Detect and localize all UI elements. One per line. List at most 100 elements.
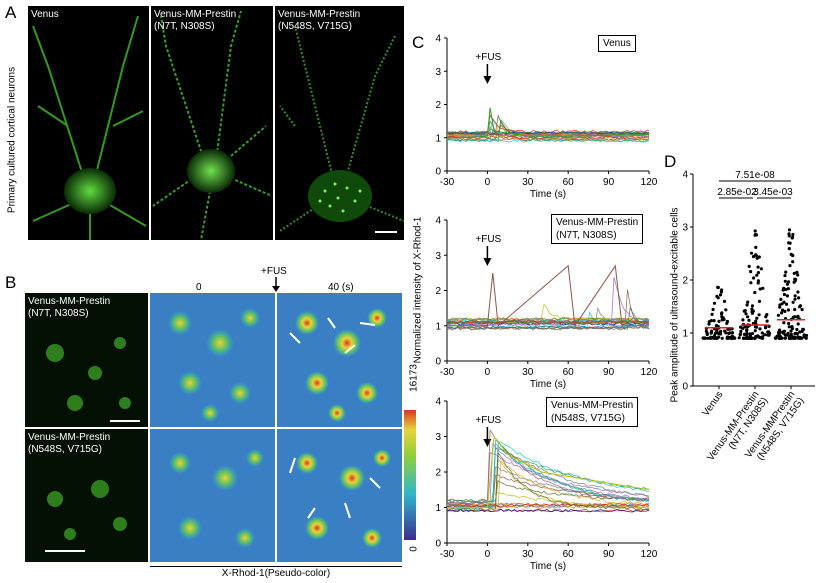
x-tick-label: -30 <box>440 177 455 188</box>
panelB-green-image-1: Venus-MM-Prestin (N7T, N308S) <box>25 293 148 427</box>
series-line <box>447 264 649 328</box>
y-tick-label: 0 <box>683 382 688 393</box>
data-point <box>716 296 720 300</box>
x-tick-label: 30 <box>522 367 534 378</box>
y-tick-label: 3 <box>435 432 441 443</box>
data-point <box>793 335 797 339</box>
panelC-plot-title: Venus-MM-Prestin (N548S, V715G) <box>546 397 639 427</box>
data-point <box>764 325 768 329</box>
y-tick-label: 2 <box>435 100 441 111</box>
data-point <box>795 315 800 319</box>
trace-line <box>446 317 650 322</box>
x-tick-label: 60 <box>563 367 575 378</box>
x-axis-label: Time (s) <box>530 561 566 572</box>
data-point <box>733 336 737 340</box>
data-point <box>712 301 717 305</box>
y-tick-label: 3 <box>435 251 441 262</box>
trace-line <box>446 306 650 330</box>
data-point <box>786 308 791 312</box>
data-point <box>753 290 757 295</box>
data-point <box>730 336 734 340</box>
x-tick-label: 120 <box>641 177 658 188</box>
data-point <box>791 253 795 257</box>
y-tick-label: 2 <box>435 468 441 479</box>
data-point <box>752 276 756 280</box>
x-tick-label: 90 <box>603 177 615 188</box>
panelB-bottom-label: X-Rhod-1(Pseudo-color) <box>221 568 331 579</box>
data-point <box>783 309 787 313</box>
data-point <box>758 327 762 331</box>
data-point <box>787 247 791 251</box>
data-point <box>705 332 709 337</box>
category-label-line: Venus <box>700 389 725 418</box>
trace-line <box>446 135 650 140</box>
panel-letter-b: B <box>5 273 17 292</box>
data-point <box>794 331 798 335</box>
data-point <box>712 319 716 323</box>
data-point <box>739 325 743 329</box>
y-tick-label: 1 <box>435 321 441 332</box>
trace-line <box>446 125 650 138</box>
panelB-time-0: 0 <box>196 282 202 293</box>
panelB-row-label: Venus-MM-Prestin (N7T, N308S) <box>28 296 111 319</box>
data-point <box>751 321 755 326</box>
data-point <box>787 325 791 329</box>
data-point <box>782 321 786 325</box>
x-tick-label: 120 <box>641 549 658 560</box>
trace-line <box>446 442 650 505</box>
panelD-ylabel: Peak amplitude of ultrasound-excitable c… <box>669 207 681 403</box>
data-point <box>748 332 752 336</box>
data-point <box>796 322 800 326</box>
data-point <box>792 271 796 275</box>
data-point <box>787 228 792 232</box>
y-tick-label: 0 <box>435 539 441 550</box>
data-point <box>738 332 742 336</box>
data-point <box>757 255 761 259</box>
x-tick-label: 120 <box>641 367 658 378</box>
data-point <box>779 297 783 301</box>
panelB-colorbar <box>404 410 416 540</box>
data-point <box>783 274 787 278</box>
series-line <box>447 435 650 508</box>
data-point <box>722 299 727 303</box>
trace-line <box>446 320 650 324</box>
data-point <box>784 302 789 306</box>
data-point <box>720 336 724 340</box>
data-point <box>760 335 764 339</box>
panelC-plot-title: Venus-MM-Prestin (N7T, N308S) <box>551 214 644 244</box>
fus-label: +FUS <box>475 52 501 63</box>
data-point <box>793 294 797 298</box>
data-point <box>716 285 720 290</box>
data-point <box>725 336 729 340</box>
neuron-n548s-image <box>279 25 404 233</box>
panelB-fus-arrow-icon <box>272 277 280 292</box>
data-point <box>788 335 793 339</box>
neuron-n7t-image <box>152 10 273 240</box>
data-point <box>743 325 747 329</box>
data-point <box>789 329 793 333</box>
data-point <box>754 319 758 323</box>
data-point <box>718 293 723 297</box>
data-point <box>704 329 708 333</box>
panel-letter-c: C <box>412 33 425 52</box>
data-point <box>750 336 754 340</box>
data-point <box>744 312 748 316</box>
data-point <box>782 292 786 297</box>
data-point <box>755 273 759 277</box>
data-point <box>717 335 721 339</box>
panelD-ylabel-wrap: Peak amplitude of ultrasound-excitable c… <box>668 180 682 430</box>
trace-line <box>446 319 650 323</box>
data-point <box>798 305 802 309</box>
x-tick-label: -30 <box>440 549 455 560</box>
trace-line <box>446 439 650 506</box>
data-point <box>745 328 749 332</box>
data-point <box>739 329 743 333</box>
fus-arrowhead-icon <box>483 258 492 266</box>
trace-line <box>446 113 650 135</box>
data-point <box>756 265 760 269</box>
data-point <box>787 321 791 326</box>
data-point <box>753 229 757 233</box>
data-point <box>784 287 788 291</box>
